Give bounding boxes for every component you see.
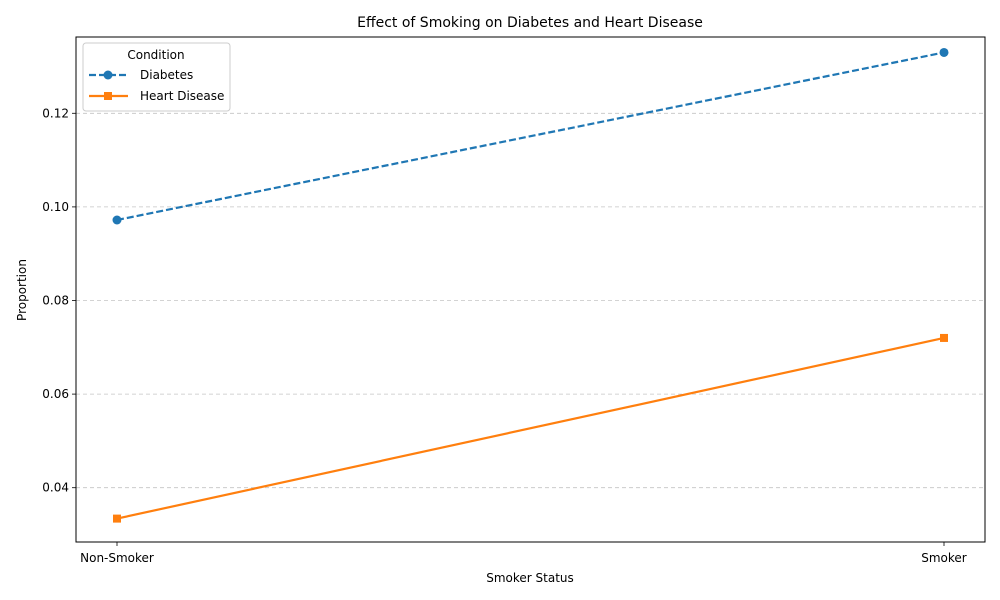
y-tick-label: 0.04 [42,481,69,495]
y-tick-label: 0.12 [42,106,69,120]
series-heart-disease [113,333,948,523]
x-axis-label: Smoker Status [486,571,574,585]
y-axis-label: Proportion [15,259,29,321]
legend: Condition Diabetes Heart Disease [82,42,231,112]
plot-area-frame [75,36,986,543]
data-point-diabetes [112,215,122,225]
series-diabetes [112,47,949,225]
legend-item-heart-disease: Heart Disease [89,89,224,103]
legend-swatch-marker [103,70,113,80]
data-point-heart-disease [113,514,121,523]
gridlines [76,112,985,489]
series-layer [112,47,949,523]
legend-label: Diabetes [140,68,193,82]
legend-entries: Diabetes Heart Disease [89,68,224,103]
x-tick-label: Non-Smoker [80,551,154,565]
legend-title: Condition [127,48,184,62]
legend-swatch-marker [104,92,112,100]
data-point-diabetes [939,47,949,57]
y-tick-label: 0.08 [42,293,69,307]
legend-box [82,42,231,112]
legend-item-diabetes: Diabetes [89,68,193,82]
series-line-diabetes [116,51,945,222]
legend-label: Heart Disease [140,89,224,103]
y-tick-label: 0.10 [42,200,69,214]
series-line-heart-disease [116,336,945,520]
y-axis-ticks: 0.04 0.06 0.08 0.10 0.12 [42,106,76,495]
x-axis-ticks: Non-Smoker Smoker [80,542,967,565]
x-tick-label: Smoker [921,551,967,565]
y-tick-label: 0.06 [42,387,69,401]
data-point-heart-disease [940,333,948,342]
chart-title: Effect of Smoking on Diabetes and Heart … [357,15,703,31]
